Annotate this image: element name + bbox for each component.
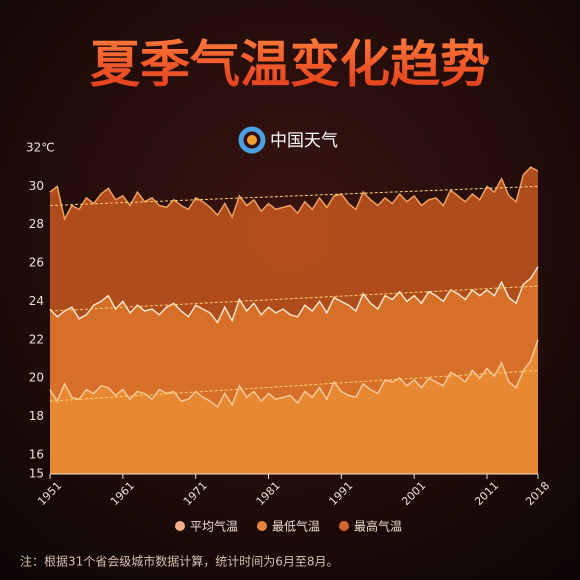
y-tick-label: 26 <box>29 256 44 270</box>
legend-label: 平均气温 <box>190 519 238 534</box>
trend-line <box>49 185 539 207</box>
logo-icon <box>238 126 266 154</box>
y-tick-label: 30 <box>29 179 44 193</box>
series-line <box>49 166 539 222</box>
legend-swatch <box>339 521 349 531</box>
series-line <box>49 266 539 324</box>
y-tick-label: 16 <box>29 447 44 461</box>
legend-swatch <box>175 521 185 531</box>
legend-label: 最高气温 <box>354 519 402 534</box>
logo-text: 中国天气 <box>270 131 338 151</box>
note: 注：根据31个省会级城市数据计算，统计时间为6月至8月。 <box>20 554 339 569</box>
y-tick-label: 15 <box>29 467 44 481</box>
page-title: 夏季气温变化趋势 <box>90 36 490 94</box>
legend-swatch <box>257 521 267 531</box>
logo-icon <box>247 135 257 145</box>
trend-line <box>49 285 539 312</box>
trend-line <box>49 369 539 402</box>
area <box>50 339 538 474</box>
y-tick-label: 24 <box>29 294 44 308</box>
y-tick-label: 28 <box>29 217 44 231</box>
y-tick-label: 20 <box>29 371 44 385</box>
y-tick-label: 32℃ <box>26 141 55 155</box>
y-tick-label: 18 <box>29 409 44 423</box>
y-tick-label: 22 <box>29 332 44 346</box>
legend-label: 最低气温 <box>272 519 320 534</box>
